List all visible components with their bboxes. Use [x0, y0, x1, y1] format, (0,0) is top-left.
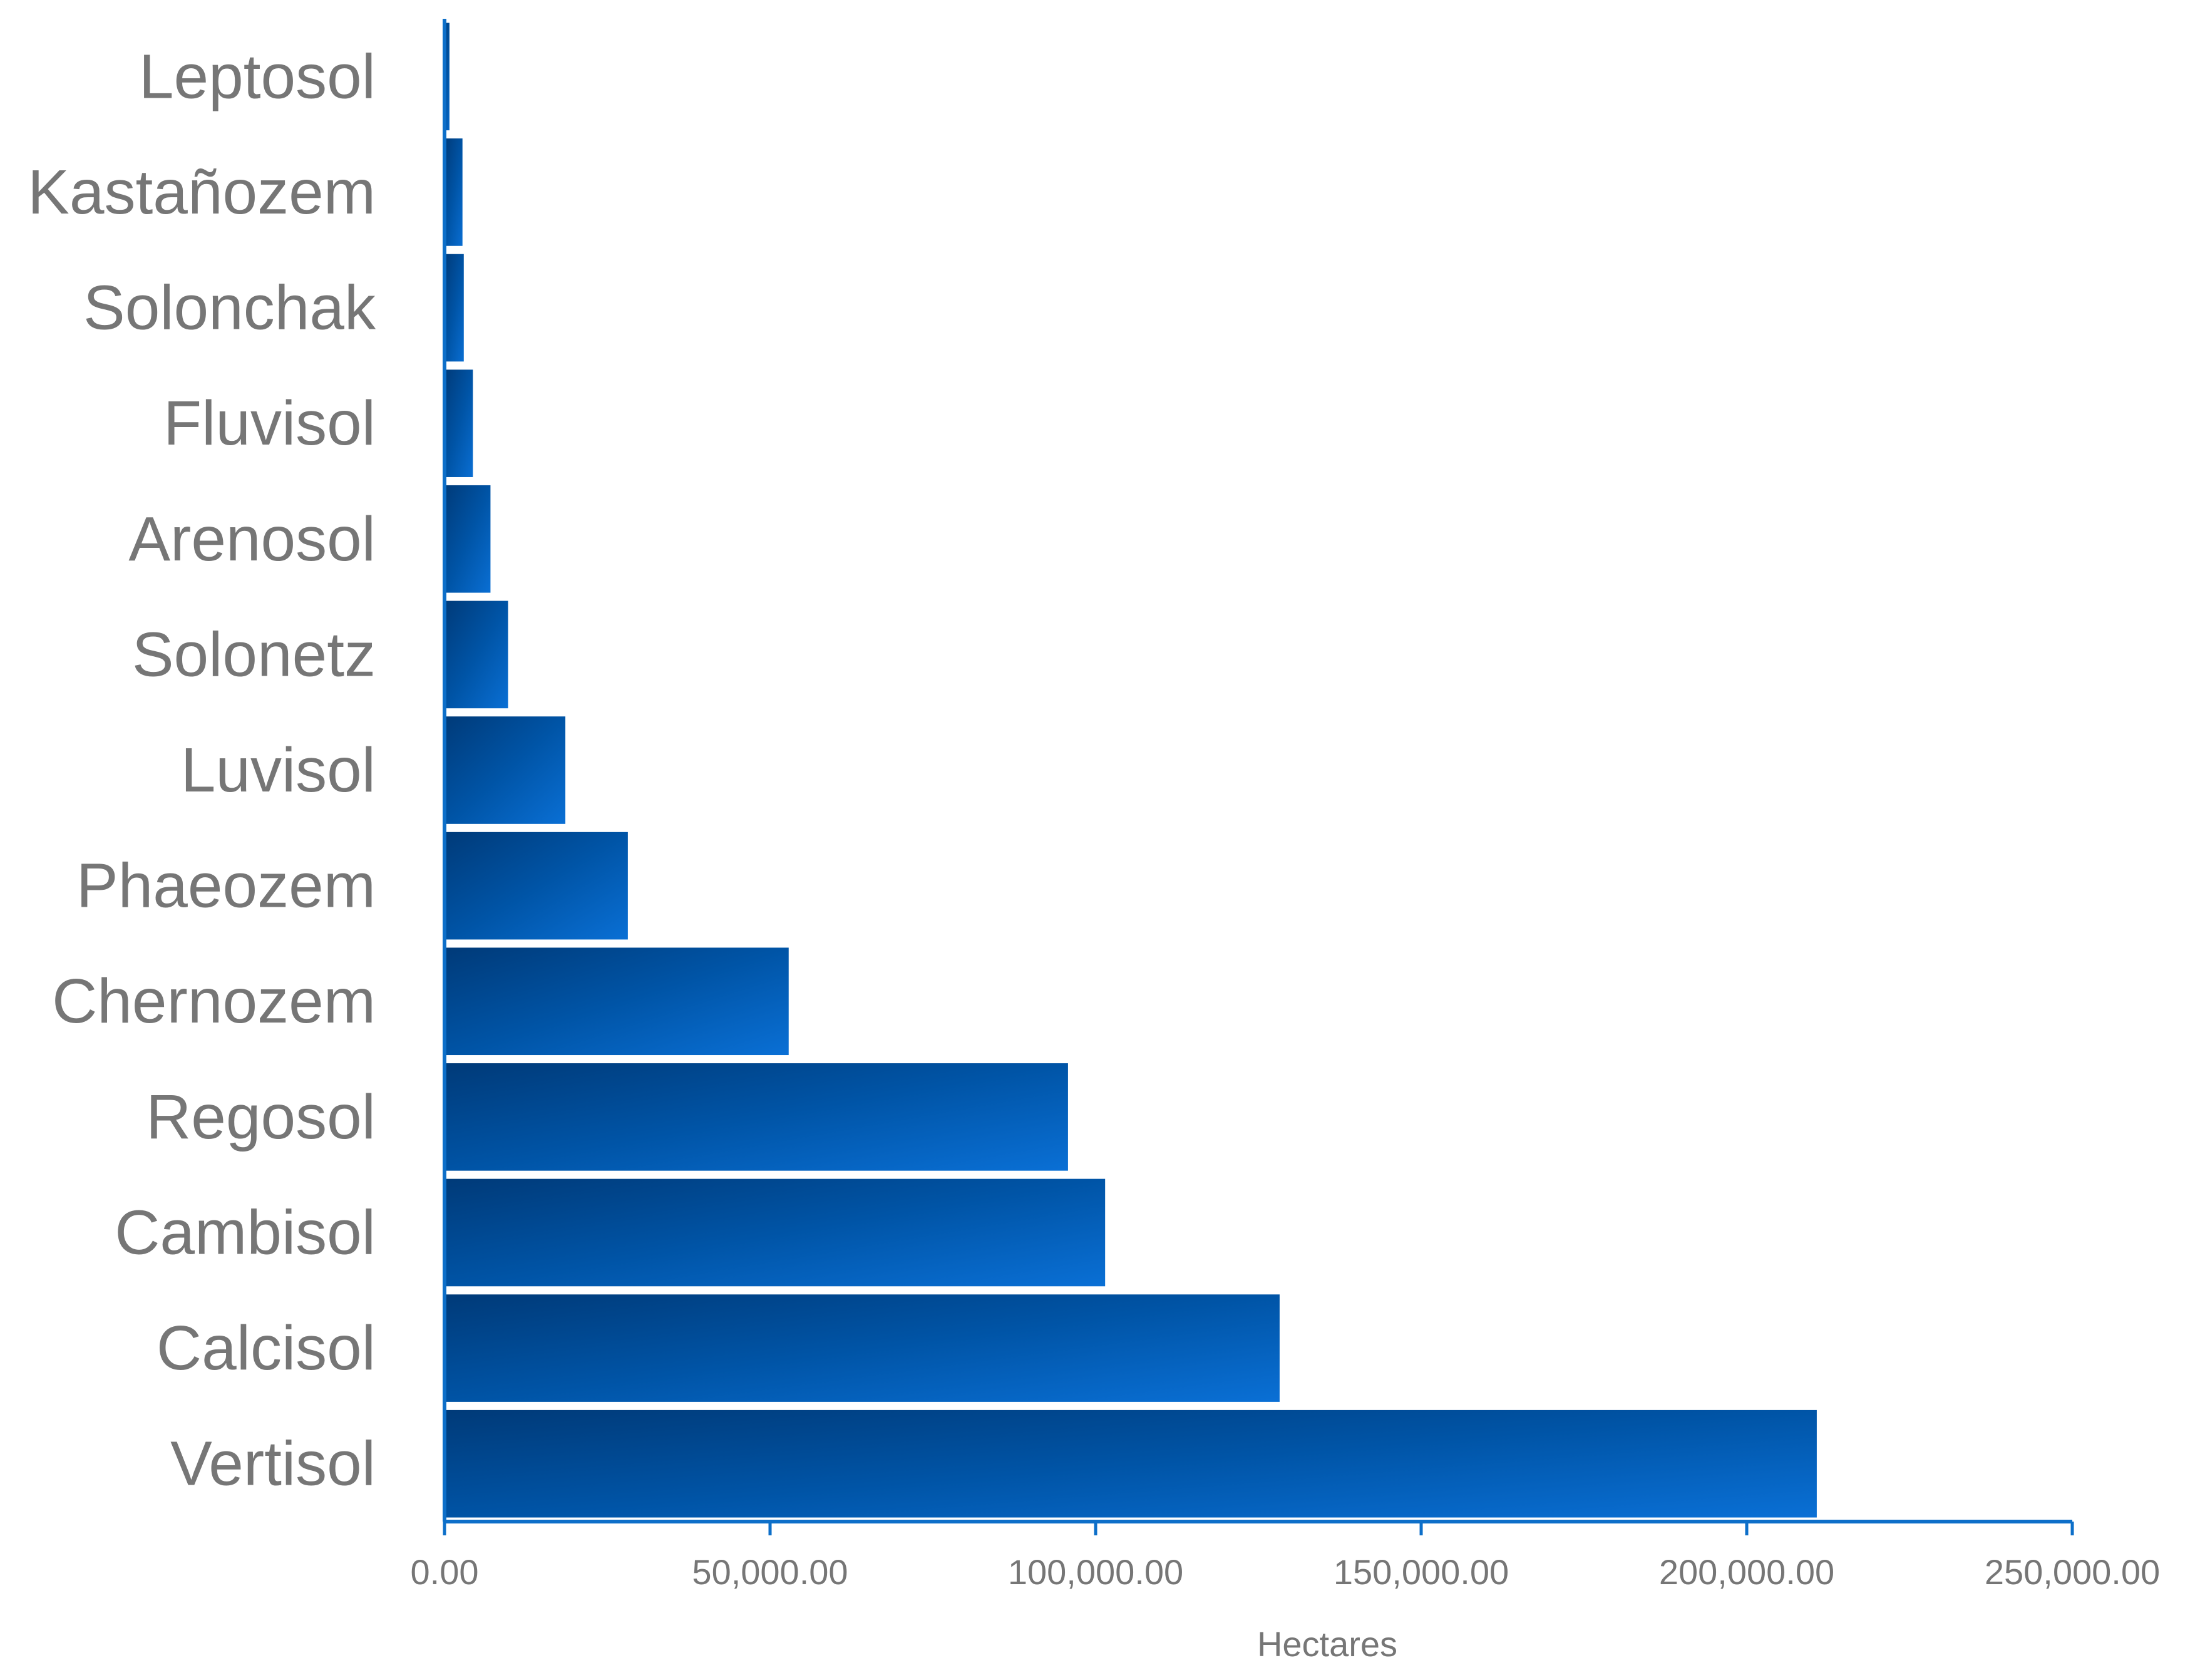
category-label: Fluvisol	[163, 388, 376, 458]
category-label: Regosol	[146, 1082, 376, 1152]
x-tick-label: 150,000.00	[1334, 1552, 1509, 1592]
bar-arenosol	[443, 482, 494, 596]
bar-vertisol	[443, 1406, 1820, 1521]
bar-chernozem	[443, 944, 792, 1059]
bar-solonchak	[443, 250, 467, 365]
category-label: Calcisol	[157, 1313, 376, 1383]
bar-regosol	[443, 1060, 1071, 1174]
bar-phaeozem	[443, 828, 631, 943]
category-label: Kastañozem	[28, 157, 376, 227]
x-tick-label: 100,000.00	[1008, 1552, 1183, 1592]
x-axis-title: Hectares	[1257, 1624, 1397, 1664]
category-label: Leptosol	[139, 41, 376, 111]
bar-solonetz	[443, 597, 511, 712]
x-tick-label: 200,000.00	[1659, 1552, 1834, 1592]
bar-calcisol	[443, 1291, 1283, 1405]
category-labels: Leptosol Kastañozem Solonchak Fluvisol Areno…	[28, 41, 376, 1498]
x-tick-label: 50,000.00	[692, 1552, 848, 1592]
category-label: Luvisol	[181, 735, 376, 805]
x-tick-label: 250,000.00	[1985, 1552, 2160, 1592]
category-label: Solonetz	[132, 619, 376, 689]
category-label: Chernozem	[52, 966, 376, 1036]
category-label: Vertisol	[170, 1429, 376, 1499]
bar-luvisol	[443, 713, 569, 827]
category-label: Arenosol	[128, 504, 376, 574]
x-tick-label: 0.00	[411, 1552, 479, 1592]
category-label: Cambisol	[115, 1197, 376, 1267]
category-label: Solonchak	[83, 273, 376, 343]
bar-kastanozem	[443, 135, 466, 249]
x-axis-ticks: 0.00 50,000.00 100,000.00 150,000.00 200,000…	[411, 1522, 2160, 1592]
bar-cambisol	[443, 1175, 1109, 1290]
category-label: Phaeozem	[76, 851, 376, 921]
bars-group	[443, 19, 1820, 1521]
bar-fluvisol	[443, 366, 476, 480]
